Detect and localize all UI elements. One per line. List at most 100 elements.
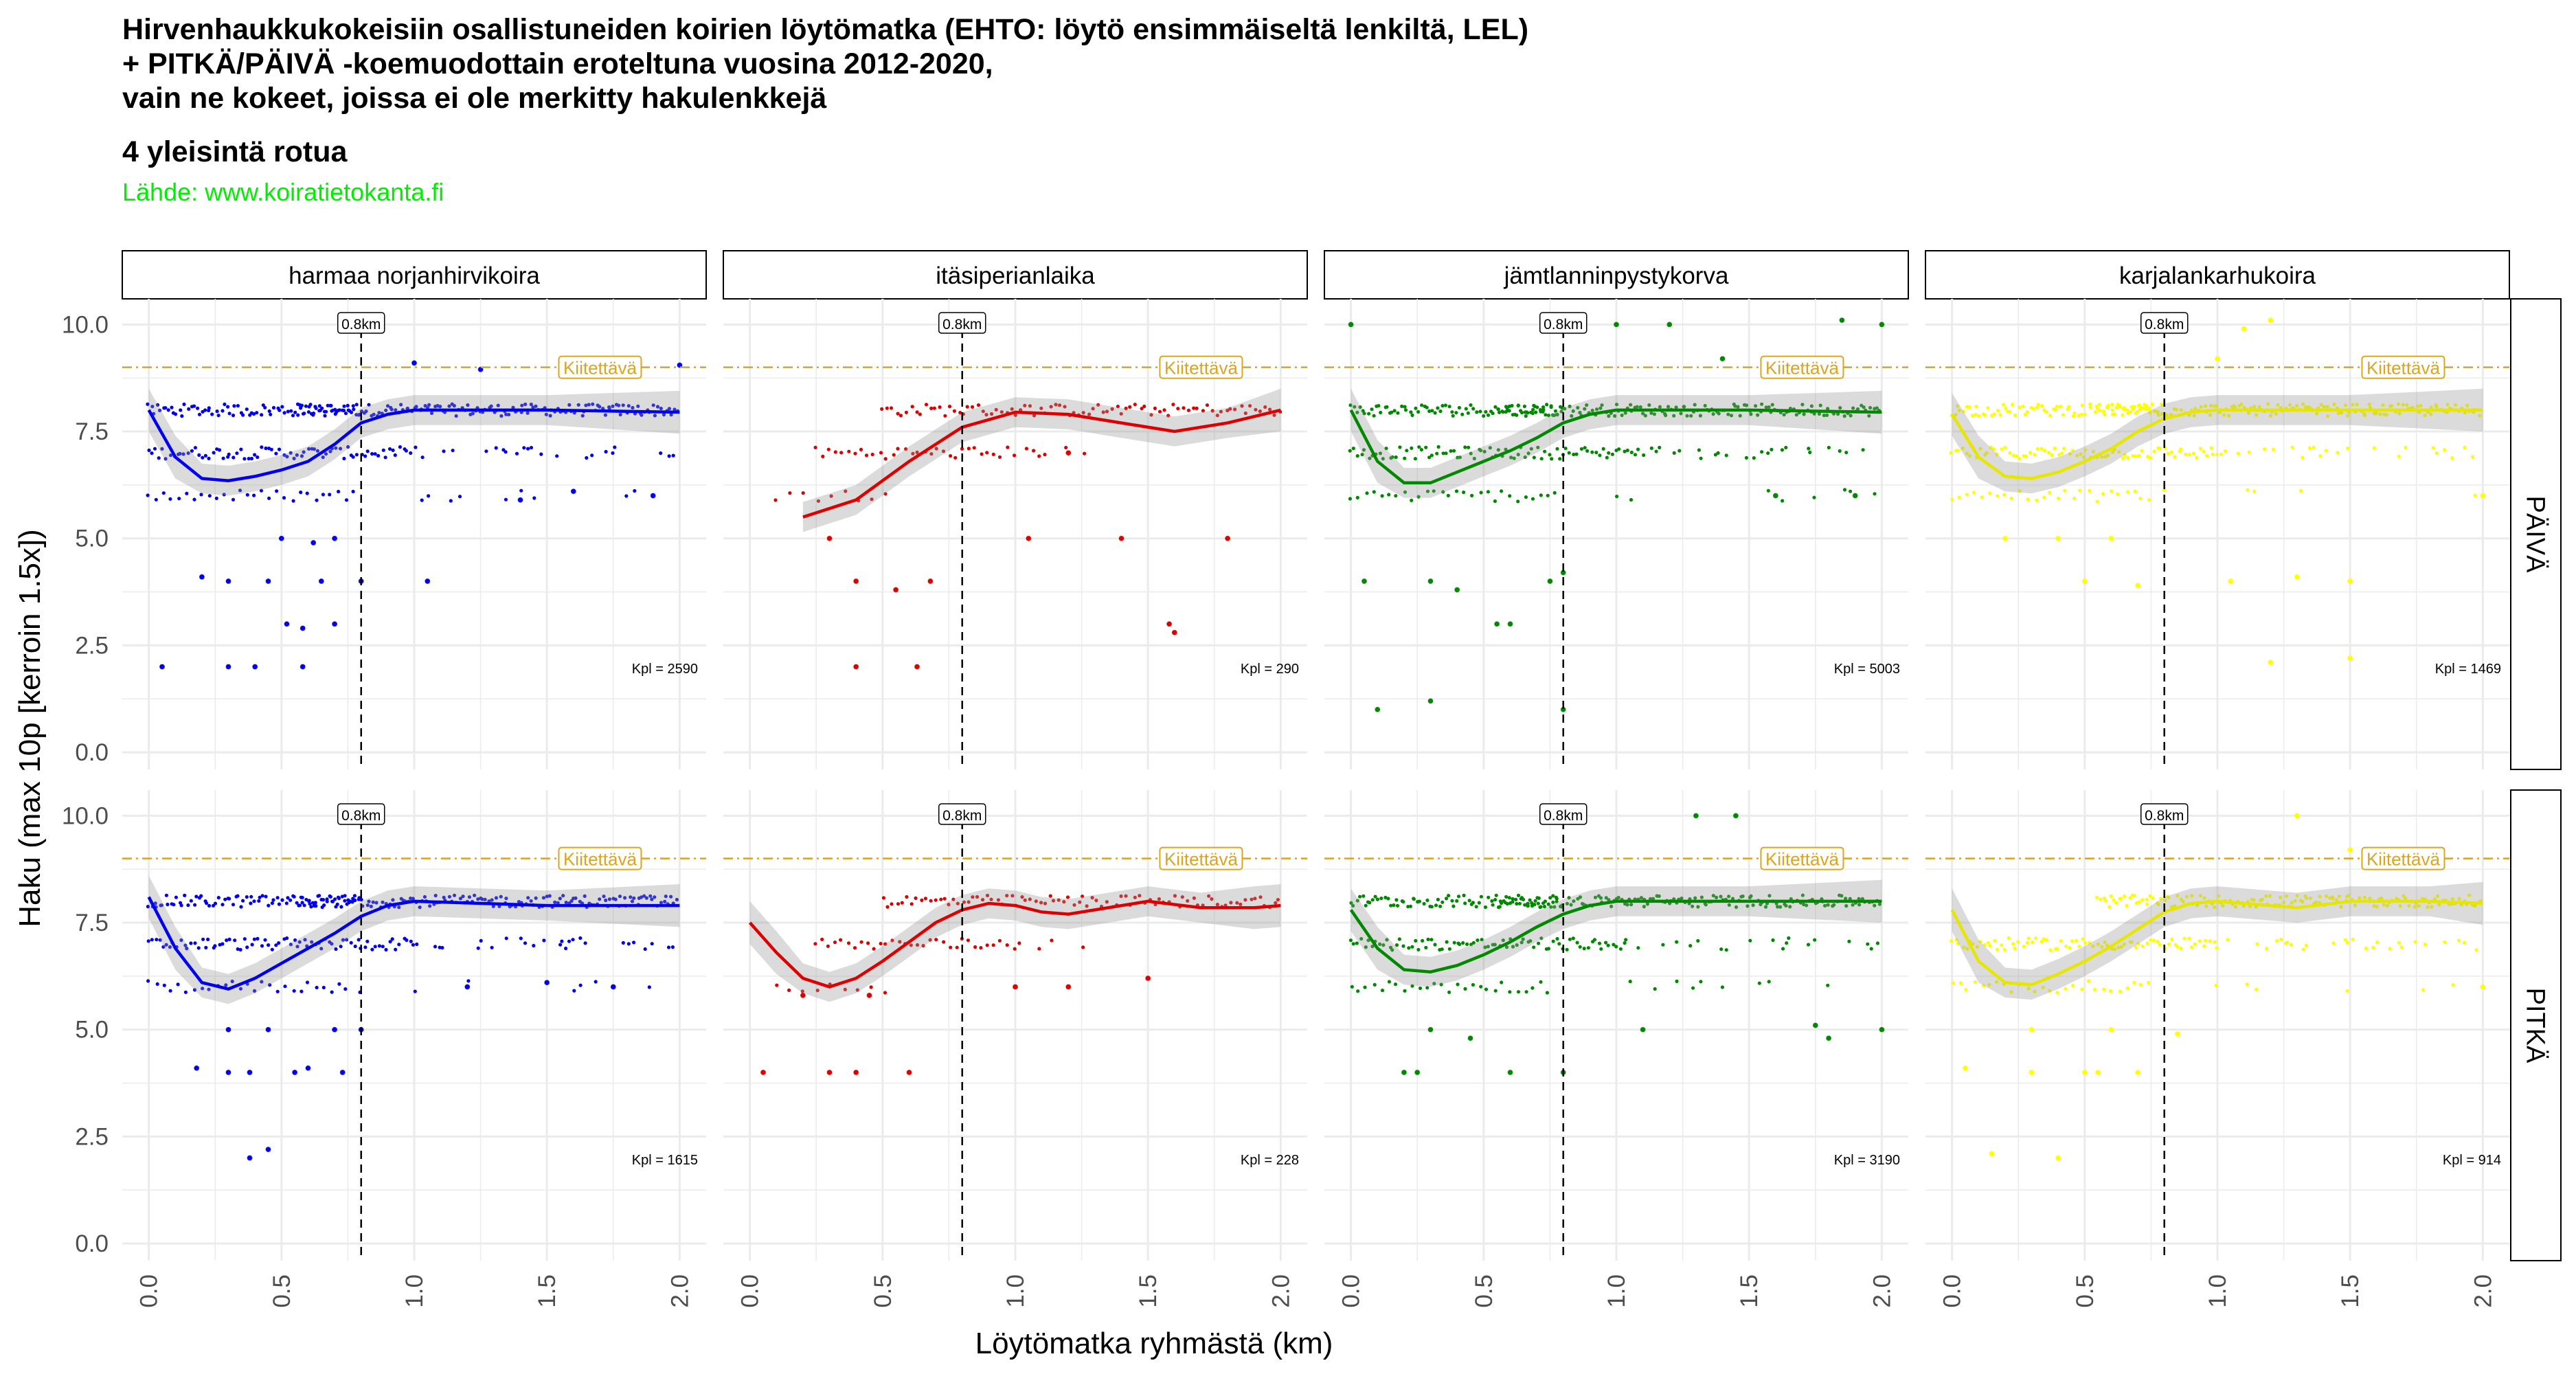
data-point	[1719, 947, 1724, 951]
data-point	[2246, 411, 2251, 415]
data-point	[1567, 896, 1571, 900]
data-point	[942, 897, 947, 901]
data-point	[422, 894, 427, 899]
data-point	[2072, 411, 2077, 416]
data-point	[1713, 453, 1717, 457]
data-point	[2397, 454, 2401, 458]
data-point	[904, 410, 908, 414]
data-point	[1413, 457, 1417, 461]
data-point	[267, 943, 271, 947]
data-point	[440, 945, 444, 950]
data-point	[2203, 404, 2208, 408]
data-point	[2075, 938, 2079, 943]
data-point	[1578, 945, 1582, 949]
data-point	[1838, 449, 1842, 453]
data-point	[1658, 445, 1662, 450]
data-point	[567, 403, 572, 407]
data-point	[1852, 493, 1858, 499]
data-point	[282, 411, 286, 415]
data-point	[2322, 405, 2326, 409]
data-point	[1390, 455, 1394, 460]
data-point	[1434, 903, 1438, 908]
data-point	[1013, 453, 1017, 458]
data-point	[1516, 403, 1520, 408]
data-point	[291, 894, 295, 898]
data-point	[1598, 453, 1602, 458]
data-point	[283, 984, 287, 989]
data-point	[1133, 895, 1137, 899]
data-point	[1649, 411, 1653, 415]
data-point	[351, 455, 355, 459]
data-point	[852, 946, 857, 950]
data-point	[260, 894, 264, 898]
data-point	[1823, 903, 1827, 908]
data-point	[291, 414, 295, 418]
data-point	[1962, 945, 1966, 949]
data-point	[2040, 447, 2044, 451]
data-point	[2125, 408, 2129, 412]
data-point	[2150, 402, 2154, 407]
data-point	[1963, 1065, 1968, 1071]
data-point	[2026, 987, 2031, 991]
data-point	[1472, 456, 1476, 461]
data-point	[1013, 947, 1017, 951]
data-point	[2451, 983, 2455, 987]
data-point	[2450, 456, 2454, 460]
data-point	[1677, 449, 1682, 453]
data-point	[2103, 899, 2108, 903]
data-point	[1609, 904, 1614, 908]
data-point	[1536, 901, 1540, 905]
data-point	[2214, 983, 2218, 987]
data-point	[1390, 410, 1394, 414]
data-point	[194, 1065, 200, 1071]
data-point	[1543, 899, 1547, 903]
data-point	[1228, 407, 1232, 411]
data-point	[394, 408, 398, 412]
data-point	[1054, 403, 1058, 407]
data-point	[1661, 943, 1665, 947]
data-point	[1629, 450, 1634, 455]
data-point	[1744, 403, 1749, 407]
data-point	[372, 412, 376, 416]
data-point	[2246, 488, 2250, 492]
data-point	[839, 938, 843, 942]
data-point	[247, 1155, 253, 1161]
data-point	[1546, 493, 1550, 497]
data-point	[604, 449, 608, 454]
data-point	[1868, 405, 1873, 410]
data-point	[242, 457, 247, 461]
data-point	[1802, 412, 1806, 416]
data-point	[1539, 409, 1543, 414]
data-point	[2002, 403, 2006, 407]
hline-label: Kiitettävä	[2366, 849, 2440, 870]
data-point	[192, 988, 197, 992]
data-point	[1153, 406, 1157, 411]
data-point	[2135, 583, 2141, 589]
data-point	[915, 943, 920, 947]
data-point	[2223, 449, 2228, 453]
data-point	[1486, 413, 1491, 417]
data-point	[1515, 943, 1519, 947]
data-point	[1253, 897, 1257, 901]
data-point	[409, 939, 413, 943]
data-point	[247, 457, 251, 461]
data-point	[2388, 947, 2392, 951]
data-point	[2473, 493, 2477, 497]
data-point	[2033, 989, 2037, 993]
data-point	[1248, 404, 1252, 408]
data-point	[168, 497, 172, 501]
data-point	[2132, 405, 2136, 409]
data-point	[1675, 940, 1679, 944]
data-point	[1219, 409, 1223, 414]
data-point	[1362, 412, 1366, 416]
data-point	[2147, 498, 2151, 502]
data-point	[2450, 897, 2454, 901]
data-point	[2108, 989, 2113, 993]
data-point	[357, 938, 361, 942]
data-point	[2398, 904, 2402, 908]
data-point	[1443, 403, 1447, 407]
data-point	[885, 406, 889, 410]
data-point	[1726, 412, 1730, 416]
vline-label: 0.8km	[1544, 808, 1583, 824]
data-point	[381, 900, 385, 904]
